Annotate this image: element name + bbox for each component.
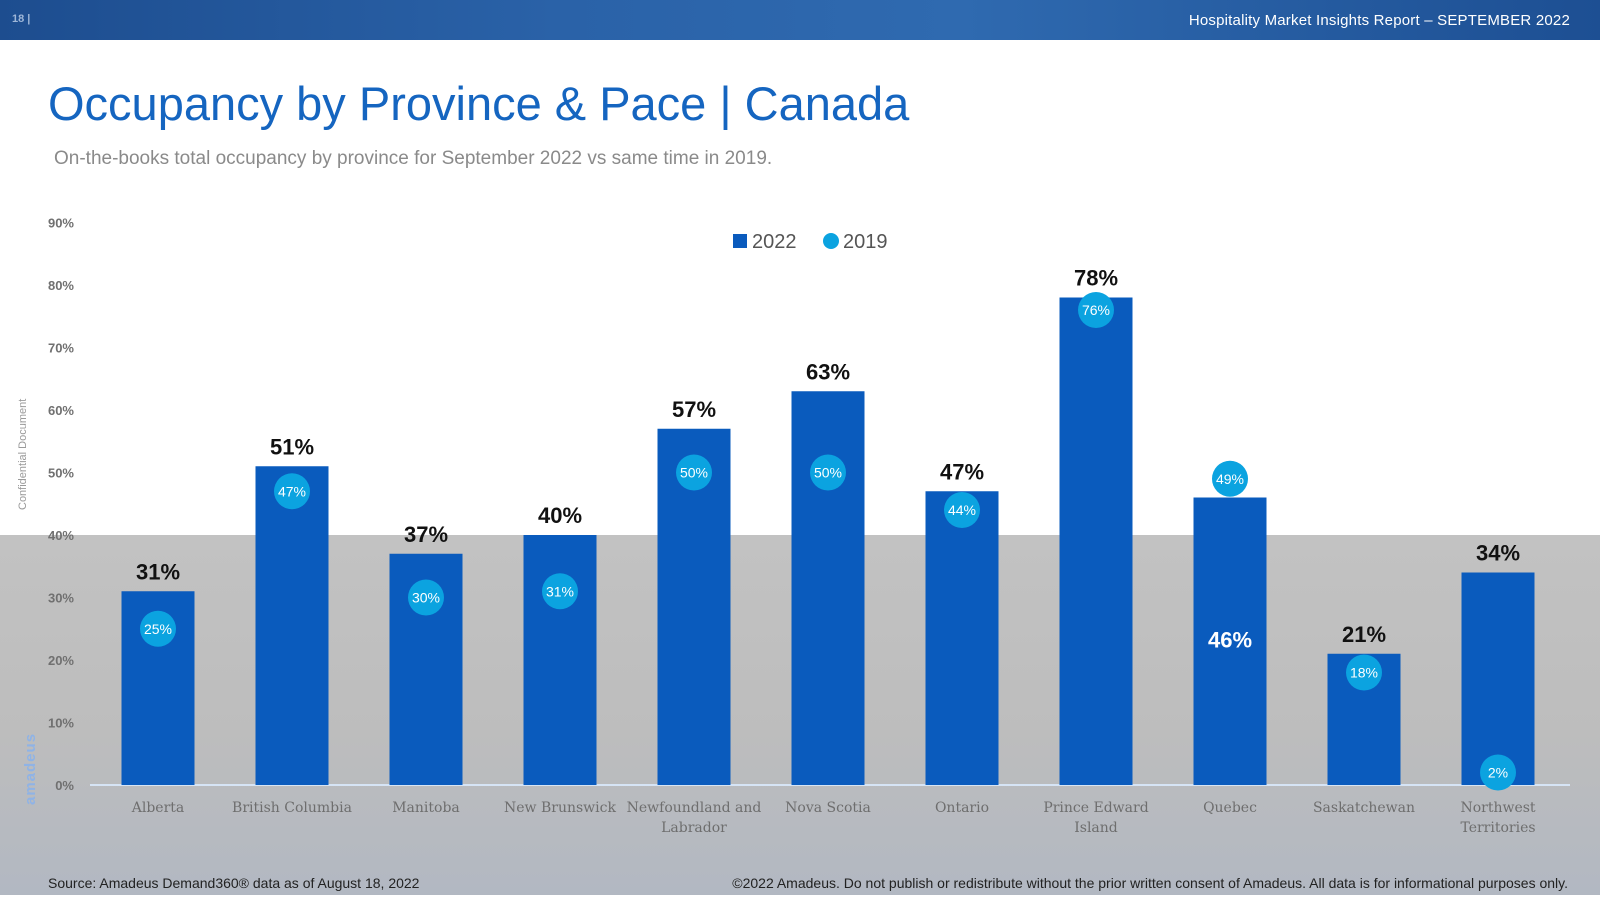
footer-copyright: ©2022 Amadeus. Do not publish or redistr… — [732, 875, 1568, 891]
data-label-2019: 50% — [680, 465, 708, 481]
marker-2019 — [1212, 460, 1248, 497]
report-title: Hospitality Market Insights Report – SEP… — [1188, 12, 1570, 29]
y-tick-label: 10% — [48, 716, 74, 731]
marker-2019 — [274, 473, 310, 510]
x-tick-label: Newfoundland and Labrador — [627, 800, 762, 836]
x-tick-label: Ontario — [935, 800, 989, 816]
bar-2022 — [255, 466, 329, 785]
marker-2019 — [542, 573, 578, 610]
legend-label-2019: 2019 — [843, 231, 888, 253]
bar-2022 — [523, 535, 597, 785]
x-tick-label: New Brunswick — [504, 800, 616, 816]
x-tick-label: Prince Edward Island — [1043, 800, 1148, 836]
data-label-2019: 2% — [1488, 765, 1508, 781]
data-label-2022: 46% — [1208, 628, 1252, 653]
page-title: Occupancy by Province & Pace | Canada — [48, 77, 910, 130]
marker-2019 — [676, 454, 712, 491]
bar-2022 — [1193, 497, 1267, 785]
marker-2019 — [1480, 754, 1516, 791]
x-tick-label: Quebec — [1203, 800, 1257, 816]
x-tick-label: Manitoba — [392, 800, 460, 816]
data-label-2019: 47% — [278, 483, 306, 499]
data-label-2022: 51% — [270, 434, 314, 459]
data-label-2022: 57% — [672, 397, 716, 422]
data-label-2022: 47% — [940, 459, 984, 484]
data-label-2019: 31% — [546, 583, 574, 599]
data-label-2022: 40% — [538, 503, 582, 528]
x-tick-label: British Columbia — [232, 800, 352, 816]
data-label-2019: 76% — [1082, 302, 1110, 318]
x-tick-label: Alberta — [131, 800, 185, 816]
marker-2019 — [140, 610, 176, 647]
data-label-2019: 44% — [948, 502, 976, 518]
y-tick-label: 50% — [48, 466, 74, 481]
data-label-2022: 34% — [1476, 541, 1520, 566]
y-tick-label: 90% — [48, 216, 74, 231]
bar-2022 — [791, 391, 865, 785]
data-label-2019: 25% — [144, 621, 172, 637]
header-bar: 18 | Hospitality Market Insights Report … — [0, 0, 1600, 40]
x-tick-label: Saskatchewan — [1313, 800, 1415, 816]
legend-swatch-2019 — [823, 233, 839, 249]
data-label-2019: 50% — [814, 465, 842, 481]
marker-2019 — [408, 579, 444, 616]
marker-2019 — [944, 492, 980, 528]
marker-2019 — [810, 454, 846, 491]
x-tick-label: Northwest Territories — [1460, 800, 1535, 836]
bar-2022 — [925, 491, 999, 785]
x-tick-label: Nova Scotia — [785, 800, 871, 816]
y-tick-label: 60% — [48, 403, 74, 418]
data-label-2022: 63% — [806, 359, 850, 384]
page-number: 18 | — [12, 13, 31, 25]
y-tick-label: 0% — [55, 778, 74, 793]
y-tick-label: 20% — [48, 653, 74, 668]
data-label-2022: 21% — [1342, 622, 1386, 647]
data-label-2019: 49% — [1216, 471, 1244, 487]
legend-swatch-2022 — [733, 234, 747, 248]
footer-source: Source: Amadeus Demand360® data as of Au… — [48, 875, 420, 891]
y-tick-label: 30% — [48, 591, 74, 606]
y-tick-label: 40% — [48, 528, 74, 543]
legend-label-2022: 2022 — [752, 231, 797, 253]
page-subtitle: On-the-books total occupancy by province… — [54, 148, 773, 169]
marker-2019 — [1078, 292, 1114, 328]
data-label-2019: 18% — [1350, 665, 1378, 681]
bar-2022 — [1059, 297, 1133, 785]
y-tick-label: 70% — [48, 341, 74, 356]
y-tick-label: 80% — [48, 278, 74, 293]
marker-2019 — [1346, 654, 1382, 691]
data-label-2022: 37% — [404, 522, 448, 547]
bar-2022 — [1461, 572, 1535, 785]
data-label-2022: 78% — [1074, 266, 1118, 291]
data-label-2022: 31% — [136, 559, 180, 584]
data-label-2019: 30% — [412, 590, 440, 606]
